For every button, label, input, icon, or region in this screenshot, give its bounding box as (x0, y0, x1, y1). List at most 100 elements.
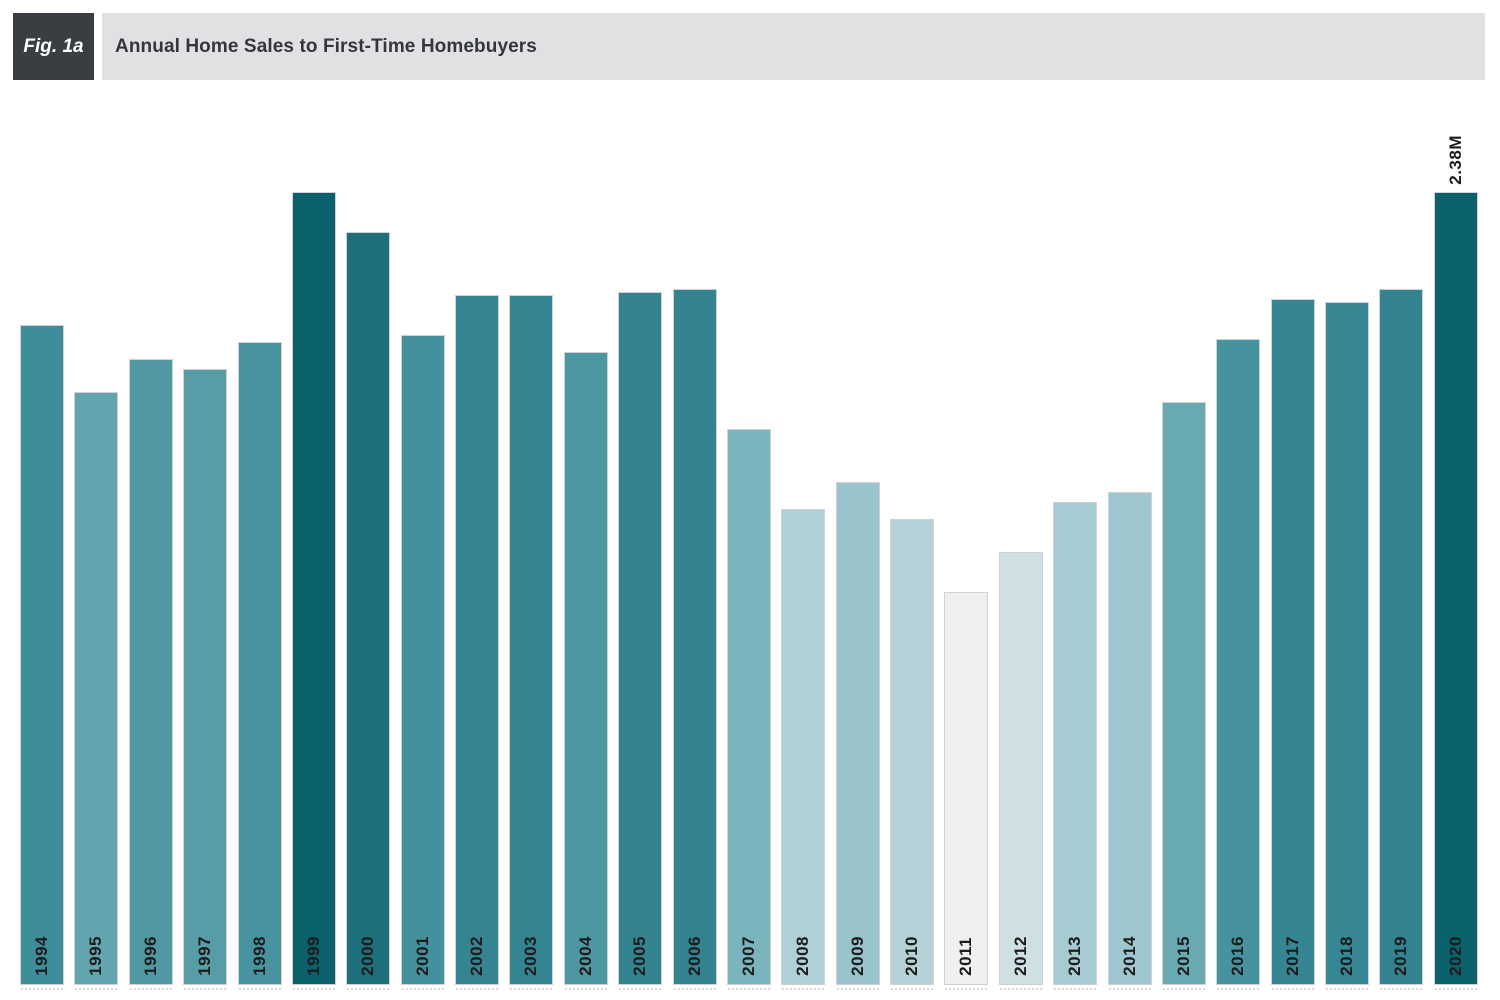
bar-2015[interactable]: 2015 (1161, 402, 1206, 985)
axis-tick (347, 988, 390, 990)
axis-tick (401, 988, 444, 990)
bar-1998[interactable]: 1998 (237, 342, 282, 985)
axis-tick (1434, 988, 1477, 990)
bar-slot: 2001 (400, 335, 445, 990)
bar-2005[interactable]: 2005 (618, 292, 663, 985)
bar-2019[interactable]: 2019 (1379, 289, 1424, 985)
figure-title: Annual Home Sales to First-Time Homebuye… (115, 35, 537, 57)
bar-year-label: 1999 (303, 936, 323, 976)
axis-tick (619, 988, 662, 990)
bar-2020[interactable]: 2020 (1433, 192, 1478, 985)
bar-slot: 2005 (618, 292, 663, 990)
axis-tick (184, 988, 227, 990)
axis-tick (891, 988, 933, 990)
axis-tick (1054, 988, 1097, 990)
bar-2011[interactable]: 2011 (944, 592, 989, 985)
bar-1995[interactable]: 1995 (74, 392, 119, 985)
bar-year-label: 1998 (249, 936, 269, 976)
axis-tick (21, 988, 63, 990)
bar-slot: 2007 (726, 429, 771, 990)
bar-year-label: 2007 (738, 936, 758, 976)
axis-tick (1326, 988, 1368, 990)
axis-tick (727, 988, 770, 990)
axis-tick (1217, 988, 1260, 990)
bar-year-label: 2019 (1391, 936, 1411, 976)
bar-year-label: 2020 (1445, 936, 1465, 976)
axis-tick (782, 988, 825, 990)
figure-header: Fig. 1a Annual Home Sales to First-Time … (13, 13, 1485, 80)
bar-year-label: 2010 (902, 936, 921, 976)
bar-1997[interactable]: 1997 (183, 369, 228, 985)
axis-tick (1108, 988, 1151, 990)
bar-2000[interactable]: 2000 (346, 232, 391, 985)
bar-year-label: 1997 (195, 936, 215, 976)
bar-2018[interactable]: 2018 (1325, 302, 1369, 985)
bar-chart: 1994 1995 1996 1997 1998 1999 2000 2001 2002 2003… (0, 80, 1500, 990)
bar-2002[interactable]: 2002 (455, 295, 499, 985)
axis-tick (673, 988, 716, 990)
bar-1999[interactable]: 1999 (291, 192, 336, 985)
axis-tick (836, 988, 879, 990)
axis-tick (129, 988, 172, 990)
bar-2012[interactable]: 2012 (998, 552, 1043, 985)
bar-year-label: 1994 (32, 936, 51, 976)
bar-year-label: 2003 (521, 936, 541, 976)
bar-slot: 2012 (998, 552, 1043, 990)
bar-slot: 1998 (237, 342, 282, 990)
bar-2010[interactable]: 2010 (890, 519, 934, 985)
bar-2004[interactable]: 2004 (563, 352, 608, 985)
bar-2009[interactable]: 2009 (835, 482, 880, 985)
bar-2003[interactable]: 2003 (509, 295, 554, 985)
bar-year-label: 2002 (467, 936, 486, 976)
axis-tick (510, 988, 553, 990)
bar-year-label: 2016 (1228, 936, 1248, 976)
bar-year-label: 2001 (412, 936, 432, 976)
axis-tick (1271, 988, 1314, 990)
bar-1996[interactable]: 1996 (128, 359, 173, 985)
bar-slot: 2013 (1053, 502, 1098, 990)
bar-slot: 2017 (1270, 299, 1315, 990)
bar-2006[interactable]: 2006 (672, 289, 717, 985)
bar-year-label: 2006 (684, 936, 704, 976)
bar-2016[interactable]: 2016 (1216, 339, 1261, 985)
axis-tick (75, 988, 118, 990)
bar-slot: 2002 (455, 295, 499, 990)
axis-tick (945, 988, 988, 990)
bar-2014[interactable]: 2014 (1107, 492, 1152, 985)
bar-year-label: 1996 (140, 936, 160, 976)
bar-slot: 1995 (74, 392, 119, 990)
bar-slot: 1997 (183, 369, 228, 990)
bar-1994[interactable]: 1994 (20, 325, 64, 985)
bar-slot: 2000 (346, 232, 391, 990)
axis-tick (456, 988, 498, 990)
figure-title-bar: Annual Home Sales to First-Time Homebuye… (102, 13, 1485, 80)
axis-tick (1380, 988, 1423, 990)
axis-tick (999, 988, 1042, 990)
bar-2001[interactable]: 2001 (400, 335, 445, 985)
bar-year-label: 2012 (1010, 936, 1030, 976)
bar-2013[interactable]: 2013 (1053, 502, 1098, 985)
bar-2017[interactable]: 2017 (1270, 299, 1315, 985)
bar-slot: 2004 (563, 352, 608, 990)
bar-slot: 2010 (890, 519, 934, 990)
bar-slot: 2019 (1379, 289, 1424, 990)
bar-year-label: 2000 (358, 936, 378, 976)
bar-slot: 1994 (20, 325, 64, 990)
bar-slot: 2006 (672, 289, 717, 990)
bar-slot: 2.38M 2020 (1433, 135, 1478, 990)
bar-year-label: 2011 (956, 937, 976, 976)
bar-slot: 2008 (781, 509, 826, 990)
bar-slot: 2015 (1161, 402, 1206, 990)
axis-tick (292, 988, 335, 990)
bar-slot: 2016 (1216, 339, 1261, 990)
axis-tick (1162, 988, 1205, 990)
bar-2007[interactable]: 2007 (726, 429, 771, 985)
bar-year-label: 2013 (1065, 936, 1085, 976)
bar-year-label: 2008 (793, 936, 813, 976)
bar-slot: 1996 (128, 359, 173, 990)
bar-2008[interactable]: 2008 (781, 509, 826, 985)
bar-slot: 2018 (1325, 302, 1369, 990)
bar-value-label: 2.38M (1445, 135, 1465, 185)
bar-year-label: 2004 (575, 936, 595, 976)
